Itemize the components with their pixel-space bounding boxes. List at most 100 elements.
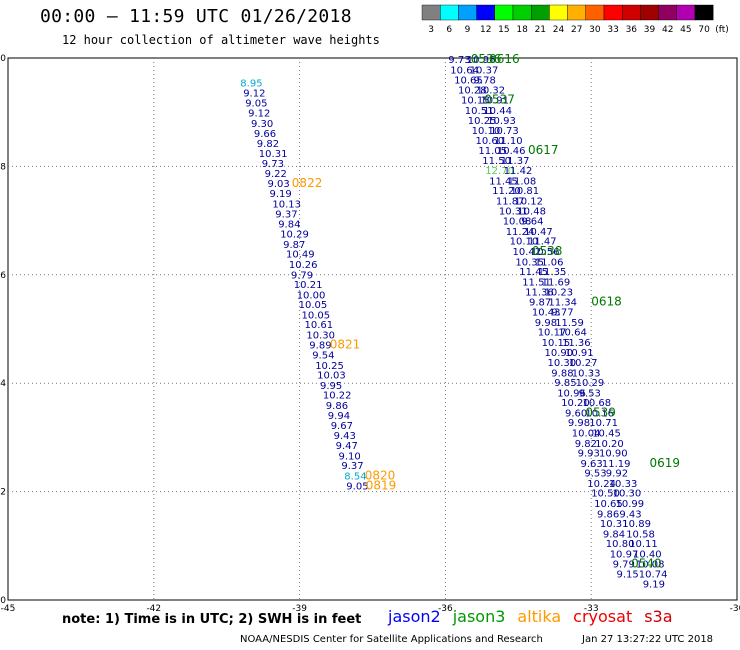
wave-height-label: 10.35: [515, 257, 544, 268]
satellite-name-altika: altika: [517, 607, 562, 626]
pass-time-label: 0820: [365, 468, 396, 482]
wave-height-label: 10.30: [548, 358, 577, 369]
wave-height-label: 10.30: [306, 330, 335, 341]
page-subtitle: 12 hour collection of altimeter wave hei…: [62, 33, 380, 47]
wave-height-label: 10.90: [545, 348, 574, 359]
legend-unit-label: (ft): [715, 25, 729, 35]
legend-tick-label: 39: [644, 25, 656, 35]
wave-height-label: 10.64: [558, 328, 587, 339]
wave-height-label: 10.37: [470, 65, 499, 76]
wave-height-label: 9.37: [275, 210, 297, 221]
wave-height-label: 10.47: [524, 227, 553, 238]
wave-height-label: 10.46: [497, 146, 526, 157]
x-tick-label: -42: [146, 604, 161, 612]
wave-height-label: 9.43: [334, 431, 356, 442]
wave-height-label: 10.11: [629, 539, 658, 550]
generation-timestamp: Jan 27 13:27:22 UTC 2018: [582, 634, 714, 645]
wave-height-label: 10.27: [569, 358, 598, 369]
wave-height-label: 10.03: [317, 371, 346, 382]
wave-height-label: 9.66: [254, 129, 276, 140]
legend-tick-label: 36: [626, 25, 638, 35]
y-tick-label: 30: [0, 54, 6, 64]
wave-height-label: 10.13: [272, 199, 301, 210]
wave-height-label: 10.15: [461, 96, 490, 107]
wave-height-label: 10.28: [458, 85, 487, 96]
wave-height-label: 10.15: [542, 338, 571, 349]
satellite-legend: jason2 jason3 altika cryosat s3a: [388, 607, 685, 626]
wave-height-label: 10.93: [487, 116, 516, 127]
wave-height-label: 10.64: [450, 65, 479, 76]
pass-time-label: 0616: [489, 52, 520, 66]
pass-time-label: 0822: [292, 176, 323, 190]
wave-height-label: 10.20: [595, 439, 624, 450]
wave-height-label: 11.50: [482, 156, 511, 167]
wave-height-label: 9.22: [265, 169, 287, 180]
wave-height-label: 10.91: [480, 96, 509, 107]
wave-height-label: 8.54: [344, 471, 366, 482]
legend-tick-label: 18: [516, 25, 528, 35]
wave-height-label: 9.19: [270, 189, 292, 200]
wave-height-label: 10.00: [297, 290, 326, 301]
wave-height-label: 10.61: [305, 320, 334, 331]
wave-height-label: 10.73: [490, 126, 519, 137]
wave-height-label: 9.05: [346, 482, 368, 493]
wave-height-label: 12.70: [485, 166, 514, 177]
wave-height-label: 9.63: [581, 459, 603, 470]
credit-line: NOAA/NESDIS Center for Satellite Applica…: [240, 634, 543, 645]
wave-height-label: 11.34: [548, 297, 577, 308]
wave-height-label: 10.05: [302, 310, 331, 321]
wave-height-label: 9.67: [331, 421, 353, 432]
wave-height-label: 10.08: [636, 560, 665, 571]
wave-height-label: 9.15: [617, 569, 639, 580]
wave-height-label: 10.32: [477, 85, 506, 96]
wave-height-label: 9.53: [579, 388, 601, 399]
wave-height-label: 9.53: [584, 469, 606, 480]
wave-height-label: 10.74: [639, 569, 668, 580]
wave-height-label: 10.91: [565, 348, 594, 359]
wave-height-label: 10.21: [294, 280, 323, 291]
legend-tick-label: 3: [428, 25, 434, 35]
wave-height-label: 10.31: [499, 206, 528, 217]
legend-tick-label: 12: [480, 25, 491, 35]
wave-height-label: 9.73: [262, 159, 284, 170]
wave-height-label: 9.19: [643, 580, 665, 591]
wave-height-label: 10.80: [606, 539, 635, 550]
wave-height-label: 10.20: [561, 398, 590, 409]
wave-height-label: 10.42: [513, 247, 542, 258]
x-tick-label: -33: [584, 604, 599, 612]
wave-height-label: 9.95: [320, 381, 342, 392]
pass-time-label: 0617: [528, 143, 559, 157]
pass-time-label: 0537: [484, 93, 515, 107]
wave-height-label: 9.43: [619, 509, 641, 520]
wave-height-label: 11.08: [508, 177, 537, 188]
pass-time-label: 0819: [366, 479, 397, 493]
wave-height-label: 9.86: [326, 401, 348, 412]
wave-height-label: 9.73: [448, 55, 470, 66]
x-tick-label: -39: [292, 604, 307, 612]
wave-height-label: 9.94: [328, 411, 350, 422]
wave-height-label: 10.12: [514, 197, 543, 208]
wave-height-label: 9.30: [251, 119, 273, 130]
wave-height-plot: -45-42-39-36-33-303028262422208.959.129.…: [0, 52, 740, 612]
wave-height-label: 10.65: [454, 76, 483, 87]
pass-time-label: 0619: [650, 456, 681, 470]
wave-height-label: 9.37: [341, 461, 363, 472]
wave-height-label: 10.48: [517, 206, 546, 217]
wave-height-label: 9.82: [575, 439, 597, 450]
wave-height-label: 9.89: [309, 341, 331, 352]
wave-height-label: 10.29: [576, 378, 605, 389]
wave-height-label: 10.45: [592, 429, 621, 440]
wave-height-label: 10.08: [503, 217, 532, 228]
wave-height-label: 10.43: [532, 308, 561, 319]
satellite-name-s3a: s3a: [644, 607, 673, 626]
wave-height-label: 9.93: [578, 449, 600, 460]
wave-height-label: 10.31: [259, 149, 288, 160]
pass-time-label: 0539: [585, 406, 616, 420]
satellite-name-jason2: jason2: [388, 607, 441, 626]
page-title: 00:00 – 11:59 UTC 01/26/2018: [40, 6, 352, 27]
wave-height-label: 11.42: [504, 166, 533, 177]
satellite-name-cryosat: cryosat: [573, 607, 633, 626]
wave-height-label: 9.10: [339, 451, 361, 462]
wave-height-label: 9.87: [529, 297, 551, 308]
wave-height-label: 11.10: [494, 136, 523, 147]
